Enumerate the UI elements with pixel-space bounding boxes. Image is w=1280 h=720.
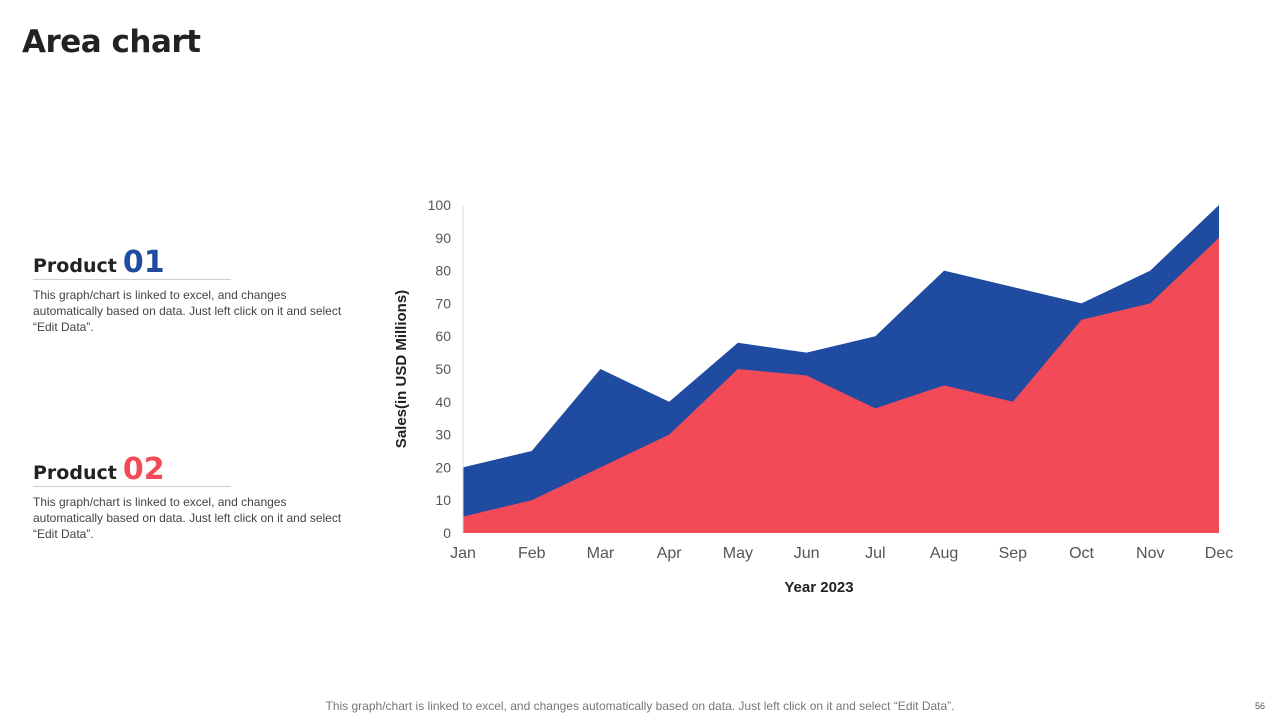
product-01-description: This graph/chart is linked to excel, and…: [33, 288, 342, 334]
y-axis-title: Sales(in USD Millions): [393, 290, 410, 448]
x-tick-label: Jul: [865, 545, 885, 562]
x-tick-label: Dec: [1205, 545, 1233, 562]
x-tick-label: Sep: [999, 545, 1028, 562]
y-tick-label: 100: [428, 197, 452, 213]
product-02-block: Product 02 This graph/chart is linked to…: [33, 455, 343, 542]
y-tick-label: 0: [443, 525, 451, 541]
y-tick-label: 40: [435, 394, 451, 410]
y-tick-label: 80: [435, 263, 451, 279]
page-number: 56: [1254, 701, 1265, 711]
product-02-description: This graph/chart is linked to excel, and…: [33, 495, 342, 541]
page-title: Area chart: [22, 24, 201, 60]
y-tick-label: 70: [435, 295, 451, 311]
area-layer: [463, 205, 1219, 534]
x-tick-label: Aug: [930, 545, 958, 562]
x-tick-label: Feb: [518, 545, 546, 562]
x-axis-title: Year 2023: [784, 579, 853, 596]
product-01-block: Product 01 This graph/chart is linked to…: [33, 248, 343, 335]
footer-note: This graph/chart is linked to excel, and…: [325, 699, 955, 713]
product-01-label: Product: [33, 255, 117, 277]
product-01-heading: Product 01: [33, 248, 231, 280]
y-tick-label: 90: [435, 230, 451, 246]
x-tick-label: Apr: [657, 545, 683, 562]
product-02-label: Product: [33, 462, 117, 484]
product-02-number: 02: [122, 452, 165, 487]
y-tick-label: 20: [435, 459, 451, 475]
product-02-heading: Product 02: [33, 455, 231, 487]
y-tick-label: 30: [435, 427, 451, 443]
x-tick-label: Oct: [1069, 545, 1094, 562]
x-tick-label: Jun: [794, 545, 820, 562]
y-tick-label: 60: [435, 328, 451, 344]
x-tick-label: Nov: [1136, 545, 1164, 562]
x-tick-label: Mar: [587, 545, 615, 562]
y-tick-labels: 0 10 20 30 40 50 60 70 80 90 100: [428, 197, 452, 541]
product-01-number: 01: [122, 245, 165, 280]
x-tick-label: Jan: [450, 545, 476, 562]
area-series-2[interactable]: [463, 237, 1219, 534]
x-tick-labels: Jan Feb Mar Apr May Jun Jul Aug Sep Oct Nov Dec: [450, 545, 1233, 562]
y-tick-label: 50: [435, 361, 451, 377]
y-tick-label: 10: [435, 492, 451, 508]
x-tick-label: May: [723, 545, 753, 562]
